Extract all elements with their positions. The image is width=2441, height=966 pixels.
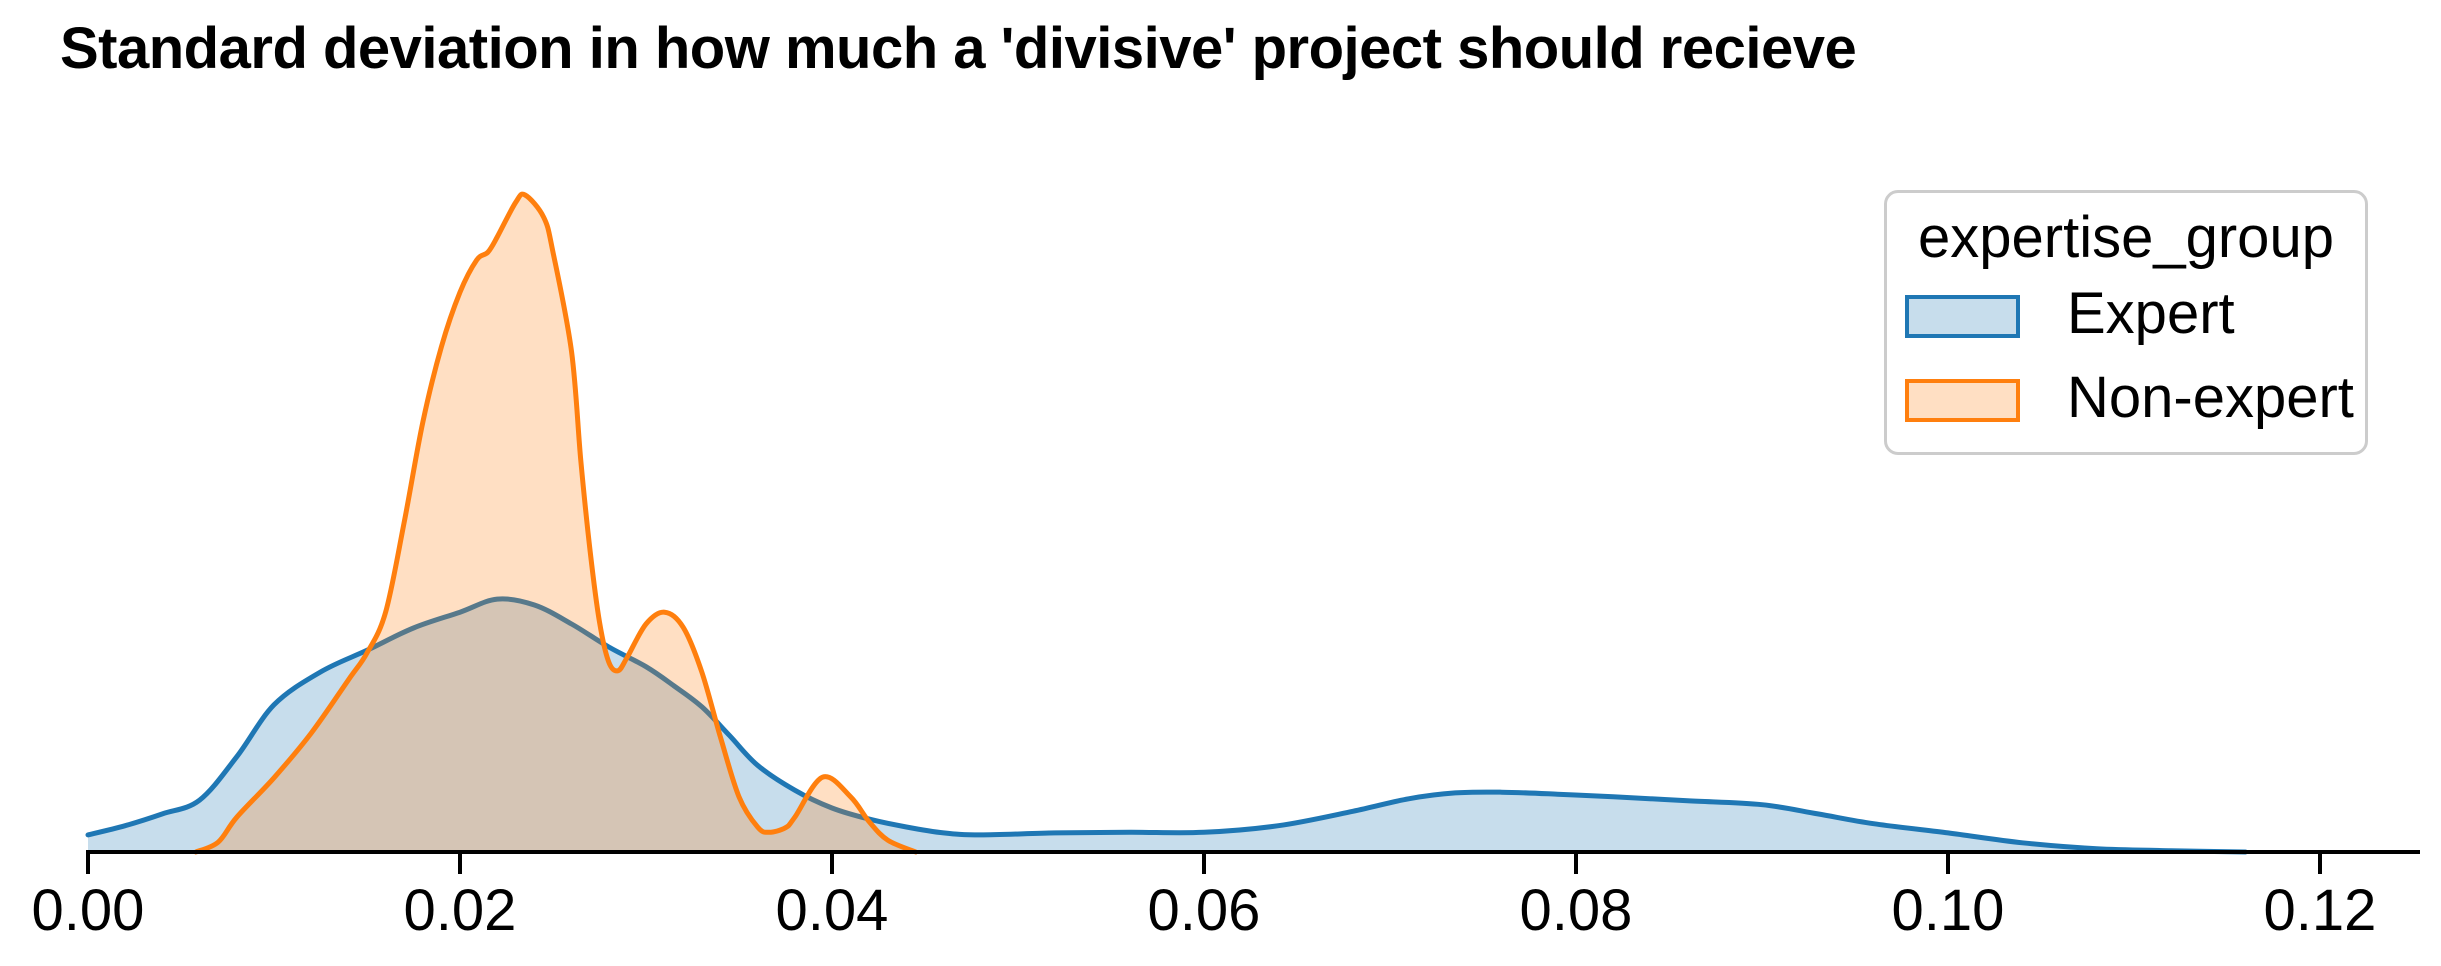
non-expert-density-fill [195,194,916,853]
expert-density-fill [88,598,2246,852]
legend-label-nonexpert: Non-expert [2067,365,2354,430]
x-axis-tick-label: 0.12 [2264,878,2377,943]
x-axis-tick-label: 0.02 [404,878,517,943]
x-axis-tick-label: 0.10 [1892,878,2005,943]
x-axis-tick-label: 0.04 [776,878,889,943]
legend-swatch-expert [1905,295,2020,338]
x-axis-tick-label: 0.06 [1148,878,1261,943]
legend-label-expert: Expert [2067,281,2235,346]
legend: expertise_group Expert Non-expert [1884,190,2368,455]
non-expert-density-line [193,191,919,855]
legend-title: expertise_group [1918,205,2334,270]
expert-density-line [85,596,2249,855]
x-axis-tick-label: 0.08 [1520,878,1633,943]
page-title: Standard deviation in how much a 'divisi… [60,16,1857,81]
legend-swatch-nonexpert [1905,379,2020,422]
x-axis-tick-label: 0.00 [32,878,145,943]
